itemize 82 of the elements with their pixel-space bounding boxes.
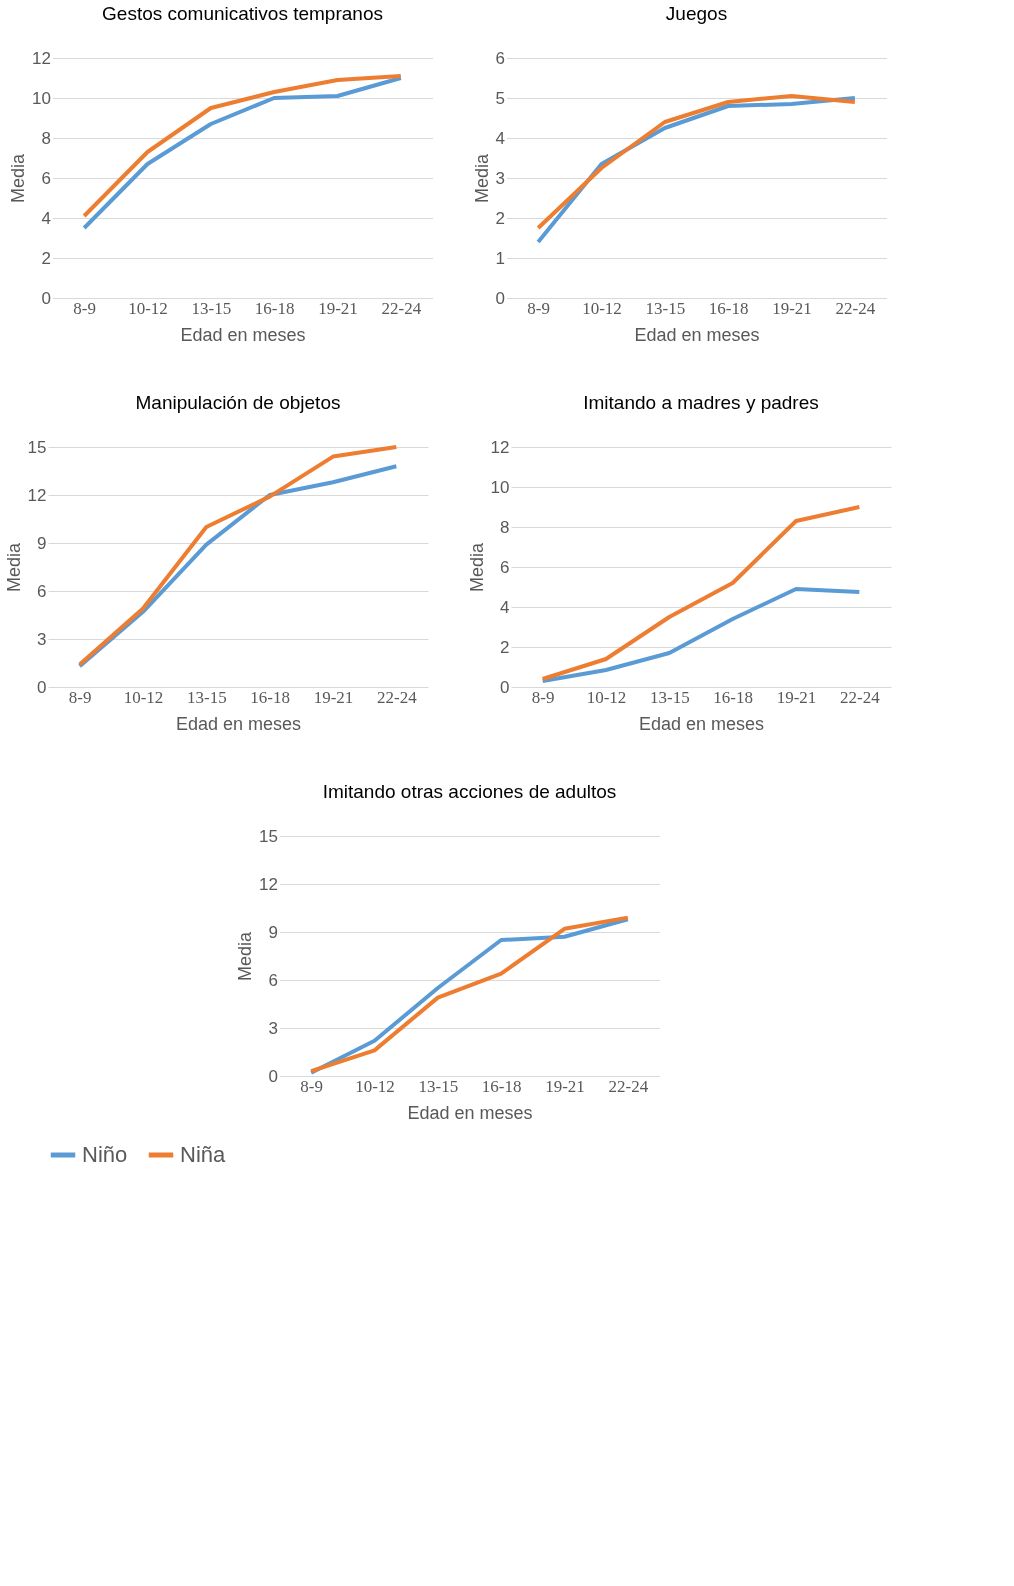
y-tick-label: 12: [490, 437, 510, 457]
x-tick-label: 19-21: [313, 687, 354, 707]
x-tick-label: 22-24: [835, 298, 876, 318]
y-axis-title: Media: [471, 153, 492, 204]
y-tick-label: 3: [37, 629, 47, 649]
x-tick-label: 10-12: [586, 687, 627, 707]
y-tick-label: 4: [500, 597, 510, 617]
x-axis-title: Edad en meses: [180, 324, 306, 345]
y-tick-label: 5: [495, 88, 505, 108]
y-tick-label: 3: [495, 168, 505, 188]
x-tick-label: 13-15: [191, 298, 232, 318]
x-axis-title: Edad en meses: [638, 713, 765, 734]
x-tick-label: 13-15: [645, 298, 686, 318]
x-tick-label: 16-18: [254, 298, 295, 318]
x-tick-label: 8-9: [68, 687, 92, 707]
line-series: [540, 505, 862, 681]
x-tick-label: 22-24: [608, 1076, 649, 1096]
y-tick-label: 0: [268, 1066, 278, 1086]
line-series: [540, 587, 862, 683]
x-tick-label: 13-15: [187, 687, 227, 707]
y-tick-label: 6: [37, 581, 47, 601]
y-tick-label: 12: [32, 48, 51, 68]
y-tick-label: 12: [259, 874, 278, 894]
x-axis-title: Edad en meses: [407, 1102, 533, 1123]
x-tick-label: 16-18: [713, 687, 753, 707]
y-tick-label: 12: [27, 485, 47, 505]
y-tick-label: 10: [32, 88, 51, 108]
x-tick-label: 16-18: [250, 687, 290, 707]
x-tick-label: 8-9: [300, 1076, 323, 1096]
y-tick-label: 6: [500, 557, 510, 577]
y-tick-label: 0: [41, 288, 51, 308]
y-tick-label: 1: [495, 248, 505, 268]
x-tick-label: 10-12: [123, 687, 164, 707]
x-tick-label: 10-12: [355, 1076, 395, 1096]
x-tick-label: 19-21: [545, 1076, 585, 1096]
y-tick-label: 4: [41, 208, 51, 228]
x-tick-label: 22-24: [840, 687, 881, 707]
x-tick-label: 19-21: [776, 687, 817, 707]
y-tick-label: 2: [500, 637, 510, 657]
x-tick-label: 22-24: [377, 687, 418, 707]
chart-title: Gestos comunicativos tempranos: [102, 3, 383, 24]
y-tick-label: 0: [37, 677, 47, 697]
x-tick-label: 19-21: [772, 298, 812, 318]
y-axis-title: Media: [3, 542, 24, 593]
y-tick-label: 0: [495, 288, 505, 308]
x-tick-label: 8-9: [73, 298, 96, 318]
y-tick-label: 15: [259, 826, 278, 846]
y-axis-title: Media: [8, 153, 29, 204]
chart-title: Juegos: [665, 3, 728, 24]
x-axis-title: Edad en meses: [175, 713, 302, 734]
x-tick-label: 13-15: [418, 1076, 459, 1096]
x-tick-label: 13-15: [650, 687, 690, 707]
x-tick-label: 10-12: [128, 298, 168, 318]
y-tick-label: 10: [490, 477, 510, 497]
x-tick-label: 19-21: [318, 298, 358, 318]
y-tick-label: 9: [268, 922, 278, 942]
chart-title: Imitando otras acciones de adultos: [322, 781, 617, 802]
y-axis-title: Media: [466, 542, 487, 593]
y-tick-label: 8: [41, 128, 51, 148]
chart-title: Manipulación de objetos: [135, 392, 341, 413]
y-tick-label: 15: [27, 437, 47, 457]
legend-label: Niño: [82, 1142, 128, 1167]
chart-title: Imitando a madres y padres: [583, 392, 819, 413]
y-tick-label: 4: [495, 128, 505, 148]
x-tick-label: 8-9: [527, 298, 550, 318]
y-tick-label: 0: [500, 677, 510, 697]
y-tick-label: 2: [495, 208, 505, 228]
x-tick-label: 22-24: [381, 298, 422, 318]
y-tick-label: 6: [41, 168, 51, 188]
y-axis-title: Media: [235, 931, 256, 982]
y-tick-label: 8: [500, 517, 510, 537]
x-tick-label: 8-9: [531, 687, 555, 707]
x-tick-label: 16-18: [708, 298, 749, 318]
x-tick-label: 10-12: [582, 298, 622, 318]
y-tick-label: 2: [41, 248, 51, 268]
y-tick-label: 9: [37, 533, 47, 553]
y-tick-label: 6: [268, 970, 278, 990]
x-tick-label: 16-18: [481, 1076, 522, 1096]
y-tick-label: 6: [495, 48, 505, 68]
x-axis-title: Edad en meses: [634, 324, 760, 345]
legend-label: Niña: [180, 1142, 227, 1167]
y-tick-label: 3: [268, 1018, 278, 1038]
